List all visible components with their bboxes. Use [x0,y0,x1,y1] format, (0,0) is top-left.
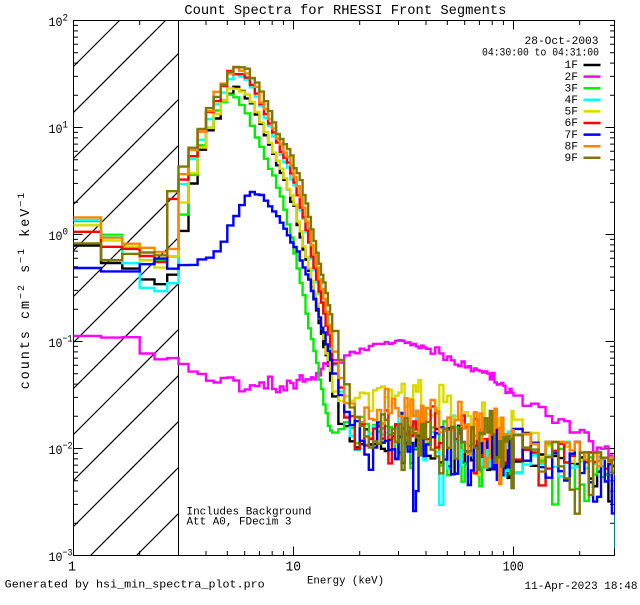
svg-text:10: 10 [49,122,63,137]
svg-text:04:30:00 to 04:31:00: 04:30:00 to 04:31:00 [482,48,599,60]
svg-text:−1: −1 [63,334,73,346]
svg-text:counts cm−2 s−1 keV−1: counts cm−2 s−1 keV−1 [17,191,34,390]
svg-text:10: 10 [49,229,63,244]
svg-text:0: 0 [63,227,69,239]
svg-text:Includes Background: Includes Background [187,507,312,519]
svg-text:4F: 4F [565,95,579,107]
svg-text:28-Oct-2003: 28-Oct-2003 [525,36,599,48]
svg-text:100: 100 [503,561,524,576]
svg-text:6F: 6F [565,118,579,130]
svg-text:−2: −2 [63,441,73,453]
svg-text:8F: 8F [565,141,579,153]
svg-text:10: 10 [49,443,63,458]
svg-text:−3: −3 [63,548,73,560]
svg-text:3F: 3F [565,83,579,95]
svg-text:10: 10 [286,561,302,576]
svg-text:2: 2 [63,13,69,25]
svg-text:10: 10 [49,550,63,565]
svg-text:9F: 9F [565,153,579,165]
svg-text:Att A0, FDecim 3: Att A0, FDecim 3 [187,517,292,529]
svg-text:11-Apr-2023 18:48: 11-Apr-2023 18:48 [525,581,638,593]
svg-text:Count Spectra for RHESSI Front: Count Spectra for RHESSI Front Segments [184,4,506,19]
svg-text:Generated by hsi_min_spectra_p: Generated by hsi_min_spectra_plot.pro [5,579,265,591]
svg-text:1: 1 [68,561,76,576]
svg-text:7F: 7F [565,130,579,142]
svg-text:5F: 5F [565,107,579,119]
svg-text:1: 1 [63,120,69,132]
svg-text:10: 10 [49,15,63,30]
svg-text:1F: 1F [565,60,579,72]
svg-text:2F: 2F [565,72,579,84]
svg-text:Energy (keV): Energy (keV) [307,576,384,588]
svg-text:10: 10 [49,336,63,351]
